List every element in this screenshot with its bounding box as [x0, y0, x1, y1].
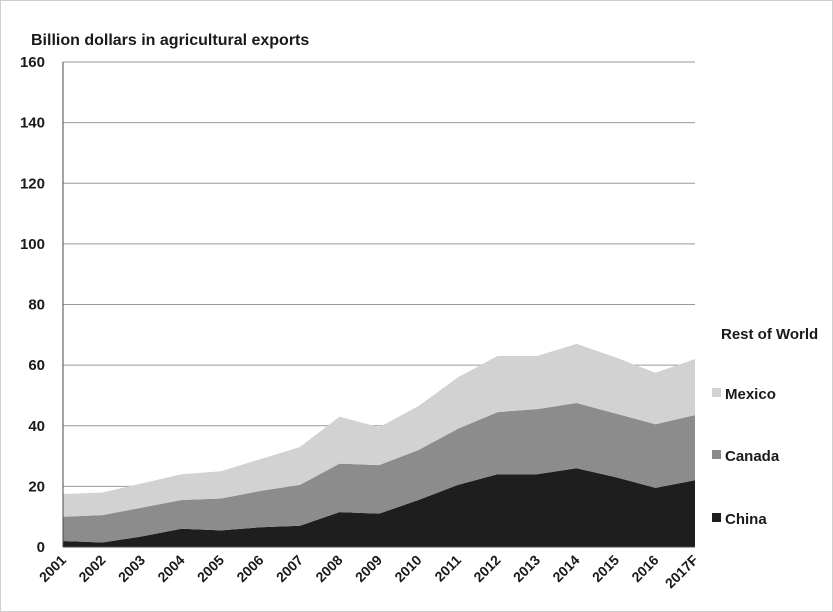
x-tick-label-2001: 2001	[36, 552, 69, 585]
x-tick-label-2002: 2002	[75, 552, 108, 585]
area-mexico	[63, 343, 695, 517]
x-tick-label-2008: 2008	[312, 552, 345, 585]
legend-label-mexico: Mexico	[725, 386, 776, 403]
x-tick-label-2007: 2007	[273, 552, 306, 585]
x-tick-label-2006: 2006	[233, 552, 266, 585]
x-tick-label-2009: 2009	[352, 552, 385, 585]
x-tick-label-2012: 2012	[470, 552, 503, 585]
x-tick-label-2010: 2010	[391, 552, 424, 585]
chart-title: Billion dollars in agricultural exports	[31, 32, 309, 49]
x-tick-label-2015: 2015	[589, 552, 622, 585]
area-series	[63, 343, 695, 547]
legend-swatch-mexico	[712, 388, 721, 397]
legend-swatch-china	[712, 513, 721, 522]
axes	[62, 62, 695, 548]
x-tick-label-2004: 2004	[154, 552, 187, 585]
y-axis-tick-labels: 0 20 40 60 80 100 120 140 160	[20, 54, 45, 556]
y-tick-label-60: 60	[28, 357, 45, 374]
legend-swatch-canada	[712, 450, 721, 459]
area-canada	[63, 403, 695, 543]
y-tick-label-160: 160	[20, 54, 45, 71]
legend-label-china: China	[725, 511, 767, 528]
x-tick-label-2014: 2014	[549, 552, 582, 585]
gridlines	[63, 61, 695, 487]
area-china	[63, 468, 695, 547]
y-tick-label-0: 0	[37, 539, 45, 556]
legend-label-rest-of-world: Rest of World	[721, 326, 818, 343]
y-tick-label-20: 20	[28, 478, 45, 495]
x-tick-label-2017F: 2017F	[662, 551, 702, 591]
x-axis-tick-labels: 2001 2002 2003 2004 2005 2006 2007 2008 2009 2010…	[36, 551, 702, 591]
x-tick-label-2003: 2003	[115, 552, 148, 585]
legend: China Canada Mexico Rest of World	[712, 326, 818, 528]
x-tick-label-2005: 2005	[194, 552, 227, 585]
x-tick-label-2013: 2013	[510, 552, 543, 585]
y-tick-label-100: 100	[20, 236, 45, 253]
legend-label-canada: Canada	[725, 448, 780, 465]
x-tick-label-2016: 2016	[628, 552, 661, 585]
y-tick-label-140: 140	[20, 115, 45, 132]
y-tick-label-80: 80	[28, 297, 45, 314]
y-tick-label-40: 40	[28, 418, 45, 435]
y-tick-label-120: 120	[20, 175, 45, 192]
x-tick-label-2011: 2011	[431, 552, 464, 585]
